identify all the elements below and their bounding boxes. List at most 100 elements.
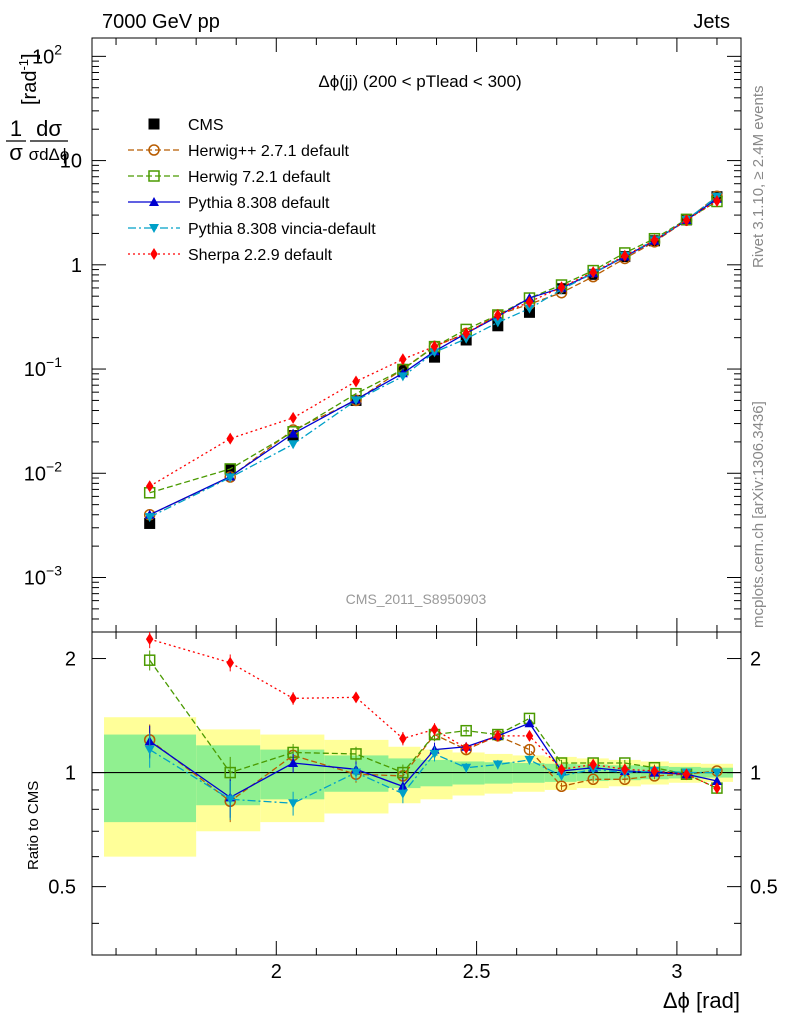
axis-ticks bbox=[92, 38, 741, 955]
legend-label: Herwig 7.2.1 default bbox=[188, 169, 331, 186]
ratio-point bbox=[430, 723, 439, 736]
ratio-point bbox=[462, 742, 470, 755]
legend-label: Sherpa 2.2.9 default bbox=[188, 247, 333, 264]
ratio-point bbox=[711, 776, 722, 786]
ratio-point bbox=[144, 745, 155, 755]
ratio-point bbox=[429, 749, 440, 759]
data-point bbox=[557, 281, 566, 294]
y-axis-label: 1 σ dσ σdΔϕ [rad-1] bbox=[6, 53, 69, 165]
legend-marker bbox=[150, 248, 158, 260]
header-left: 7000 GeV pp bbox=[102, 11, 220, 33]
ratio-y-axis-label: Ratio to CMS bbox=[25, 781, 42, 870]
data-point bbox=[589, 266, 597, 279]
ratio-point bbox=[523, 743, 536, 756]
data-point bbox=[492, 318, 503, 328]
data-point bbox=[226, 432, 234, 445]
ratio-point bbox=[145, 633, 154, 646]
ratio-point bbox=[557, 763, 566, 776]
data-point bbox=[144, 513, 155, 523]
ratio-point bbox=[589, 758, 597, 771]
data-point bbox=[429, 348, 440, 358]
ratio-series-4 bbox=[145, 632, 721, 795]
legend-item-3: Pythia 8.308 default bbox=[128, 195, 330, 212]
ratio-point bbox=[621, 763, 629, 776]
main-series bbox=[143, 190, 723, 529]
data-point bbox=[650, 234, 659, 247]
y-axis-label-den: σdΔϕ bbox=[29, 145, 70, 164]
data-point bbox=[288, 428, 299, 438]
y-tick-label: 10 bbox=[60, 151, 82, 173]
ratio-point bbox=[460, 724, 472, 737]
ratio-point bbox=[289, 692, 297, 705]
data-point bbox=[524, 304, 535, 314]
y-tick-label: 10−2 bbox=[24, 458, 62, 485]
legend-item-1: Herwig++ 2.7.1 default bbox=[128, 143, 350, 160]
ratio-point bbox=[351, 768, 362, 778]
data-point bbox=[145, 480, 154, 493]
ratio-y-tick-label: 1 bbox=[65, 763, 76, 785]
y-tick-label: 10−3 bbox=[24, 563, 62, 590]
legend-item-0: CMS bbox=[148, 117, 224, 134]
ratio-point bbox=[350, 748, 362, 760]
ratio-y-tick-label-right: 2 bbox=[750, 649, 761, 671]
data-point bbox=[682, 214, 691, 227]
chart-title: Δϕ(jj) (200 < pTlead < 300) bbox=[318, 72, 521, 91]
x-tick-label: 3 bbox=[671, 961, 682, 983]
ratio-point bbox=[143, 654, 156, 666]
ratio-point bbox=[397, 789, 408, 799]
legend-label: Herwig++ 2.7.1 default bbox=[188, 143, 350, 160]
ratio-point bbox=[682, 768, 691, 781]
legend-marker bbox=[148, 118, 160, 130]
data-point bbox=[397, 372, 408, 382]
ratio-point bbox=[288, 799, 299, 809]
ratio-point bbox=[225, 795, 236, 805]
data-point bbox=[494, 308, 502, 321]
legend-label: CMS bbox=[188, 117, 224, 134]
ratio-y-tick-label-right: 0.5 bbox=[750, 877, 778, 899]
y-axis-label-num: dσ bbox=[36, 116, 62, 141]
legend-marker bbox=[149, 197, 159, 206]
data-point bbox=[430, 340, 439, 353]
ratio-y-tick-label: 2 bbox=[65, 649, 76, 671]
legend: CMS Herwig++ 2.7.1 default Herwig 7.2.1 de… bbox=[128, 117, 376, 264]
ratio-point bbox=[461, 763, 472, 773]
ratio-point bbox=[650, 764, 659, 777]
ratio-point bbox=[494, 729, 502, 742]
y-axis-label-sigma: σ bbox=[9, 140, 23, 165]
data-point bbox=[399, 353, 407, 366]
ratio-point bbox=[352, 691, 360, 704]
data-point bbox=[289, 411, 297, 424]
ratio-y-tick-label: 0.5 bbox=[48, 877, 76, 899]
y-tick-label: 1 bbox=[71, 255, 82, 277]
x-tick-label: 2.5 bbox=[463, 961, 491, 983]
ratio-point bbox=[556, 771, 567, 781]
ratio-point bbox=[288, 757, 299, 767]
ratio-line bbox=[149, 733, 718, 803]
ratio-point bbox=[224, 766, 236, 779]
legend-marker bbox=[149, 224, 159, 233]
data-point bbox=[525, 295, 534, 308]
header-right: Jets bbox=[693, 11, 730, 33]
ratio-point bbox=[524, 718, 535, 728]
watermark: CMS_2011_S8950903 bbox=[346, 591, 487, 607]
ratio-line bbox=[149, 659, 718, 789]
series-line bbox=[149, 195, 718, 516]
data-point bbox=[462, 327, 470, 340]
legend-item-2: Herwig 7.2.1 default bbox=[128, 169, 331, 186]
legend-label: Pythia 8.308 default bbox=[188, 195, 330, 212]
rivet-label: Rivet 3.1.10, ≥ 2.4M events bbox=[750, 86, 767, 269]
series-line bbox=[149, 200, 718, 494]
legend-marker bbox=[148, 144, 160, 156]
legend-marker bbox=[148, 170, 160, 182]
series-5 bbox=[145, 194, 721, 493]
ratio-point bbox=[397, 766, 409, 779]
data-point bbox=[288, 440, 299, 450]
ratio-uncertainty-bands bbox=[104, 717, 733, 857]
x-axis-label: Δϕ [rad] bbox=[663, 988, 740, 1013]
ratio-point bbox=[711, 768, 722, 778]
ratio-point bbox=[555, 780, 568, 793]
data-point bbox=[225, 473, 236, 483]
x-tick-label: 2 bbox=[271, 961, 282, 983]
legend-item-4: Pythia 8.308 vincia-default bbox=[128, 221, 376, 238]
